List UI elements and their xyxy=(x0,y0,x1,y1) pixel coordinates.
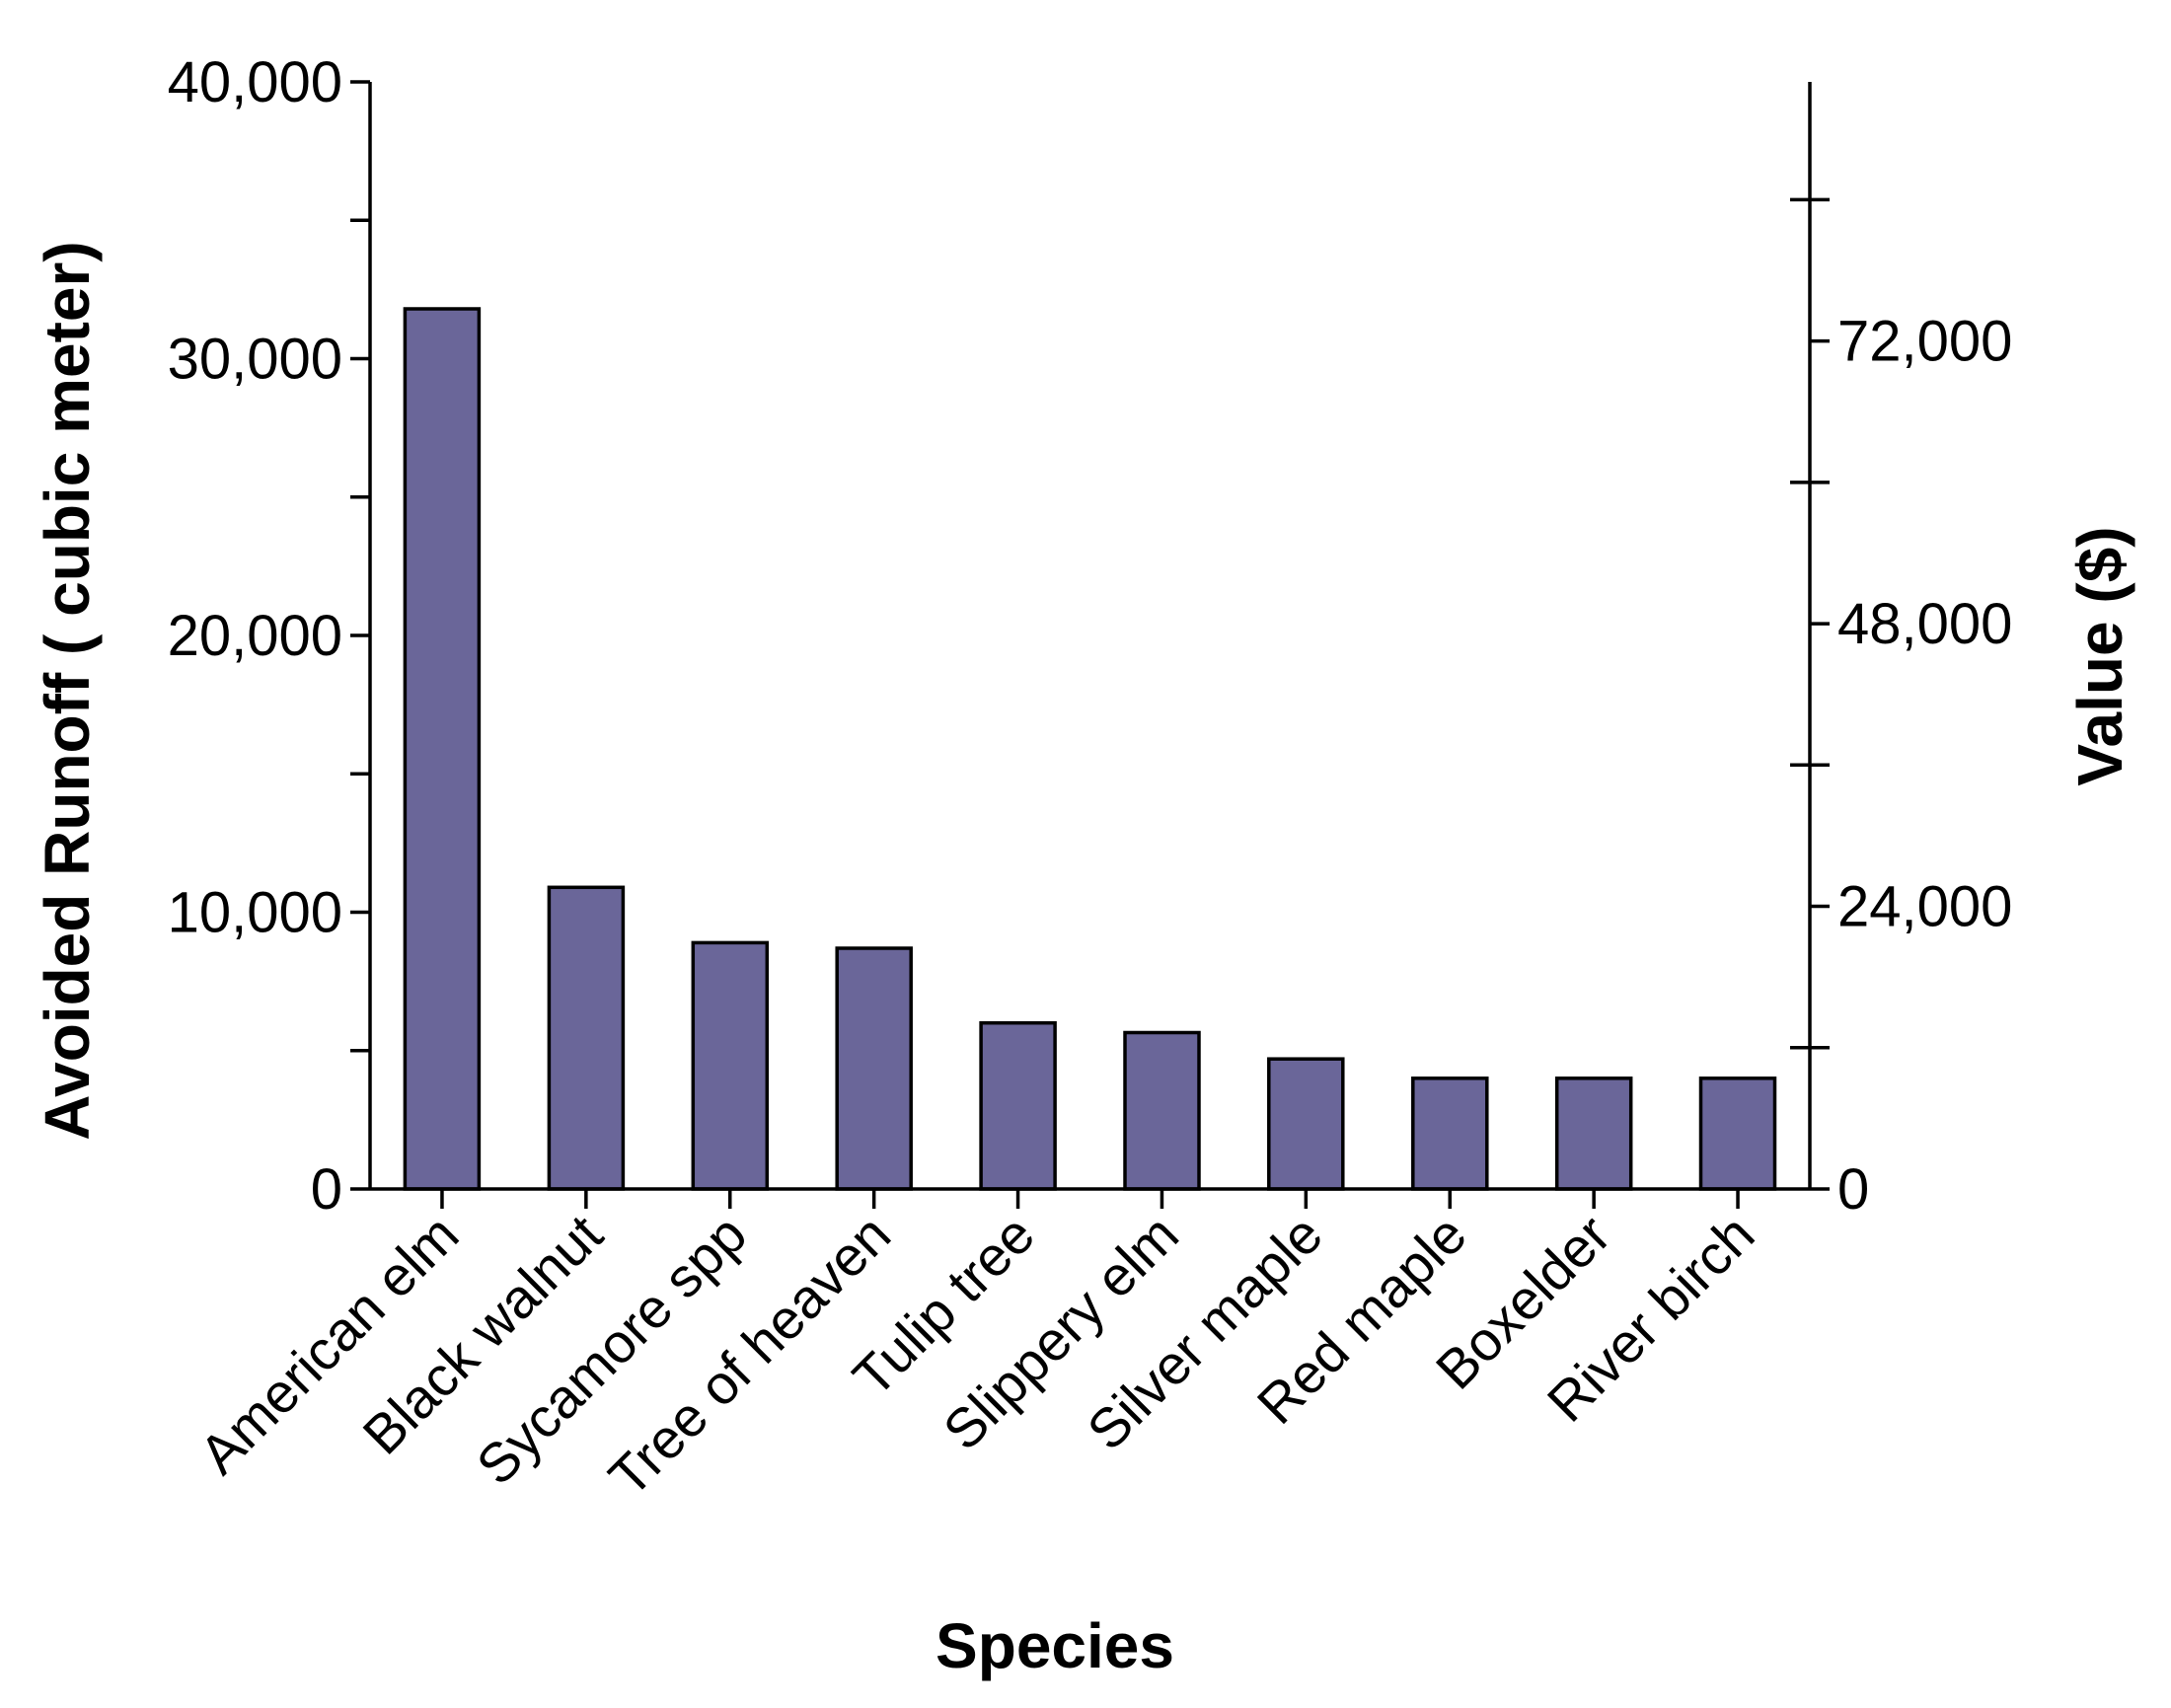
bar-american-elm xyxy=(403,307,482,1191)
y-tick-label: 10,000 xyxy=(168,881,342,945)
bar-boxelder xyxy=(1554,1077,1633,1191)
y-tick-label: 20,000 xyxy=(168,604,342,668)
bar-tulip-tree xyxy=(979,1020,1057,1191)
bar-black-walnut xyxy=(547,885,626,1191)
x-axis-title: Species xyxy=(936,1610,1174,1681)
y2-axis-title: Value ($) xyxy=(2064,526,2135,785)
y-tick-label: 0 xyxy=(311,1157,342,1222)
y2-tick-label: 72,000 xyxy=(1837,310,2012,374)
y2-tick-label: 0 xyxy=(1837,1157,1869,1222)
y-tick-label: 40,000 xyxy=(168,50,342,114)
bar-sycamore-spp xyxy=(691,940,770,1191)
bar-tree-of-heaven xyxy=(835,946,913,1191)
axes-group xyxy=(350,80,1830,1209)
y2-tick-label: 48,000 xyxy=(1837,592,2012,656)
bars-group xyxy=(403,307,1777,1191)
bar-silver-maple xyxy=(1267,1057,1345,1191)
y2-tick-label: 24,000 xyxy=(1837,875,2012,939)
bar-red-maple xyxy=(1411,1077,1489,1191)
y-axis-title: Avoided Runoff ( cubic meter) xyxy=(32,241,103,1140)
bar-slippery-elm xyxy=(1123,1030,1201,1191)
bar-river-birch xyxy=(1698,1077,1777,1191)
y-tick-label: 30,000 xyxy=(168,328,342,392)
